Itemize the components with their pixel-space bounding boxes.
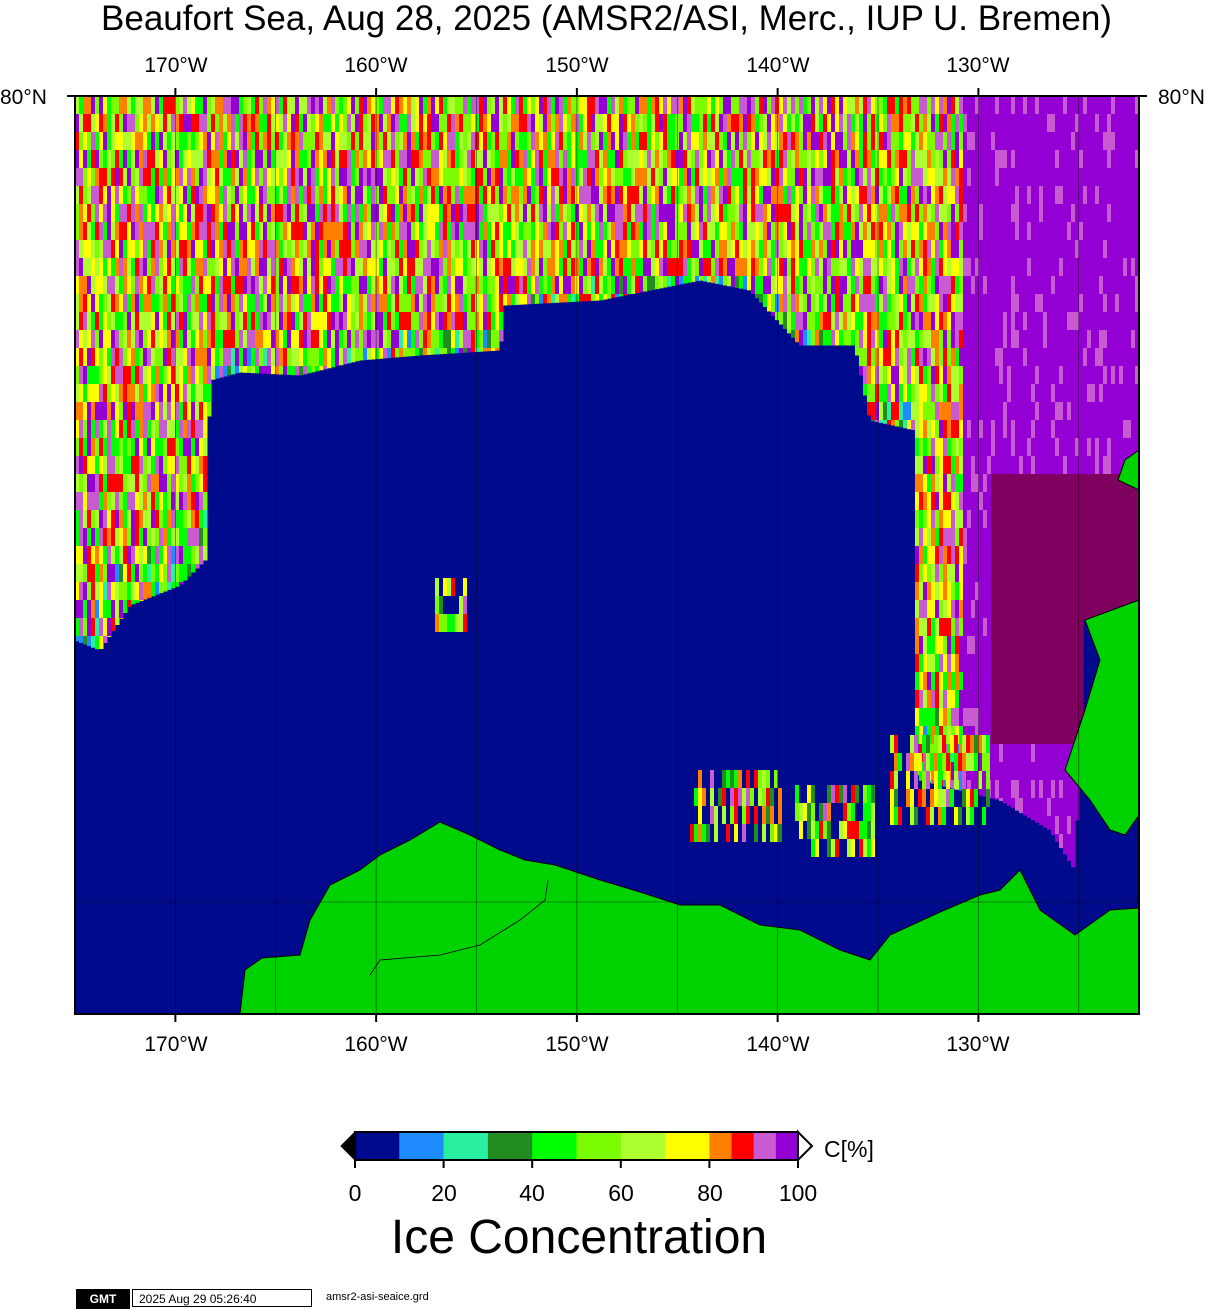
colorbar-tick-60: 60 (608, 1180, 634, 1206)
colorbar-bin-4 (532, 1132, 577, 1160)
colorbar-bin-3 (487, 1132, 533, 1160)
colorbar-below-triangle (340, 1130, 356, 1162)
lat-label-right-80n: 80°N (1158, 86, 1205, 109)
ice-concentration-grid (75, 96, 1140, 1014)
lon-label-top-150w: 150°W (545, 54, 609, 77)
colorbar-bin-2 (443, 1132, 489, 1160)
colorbar (340, 1129, 814, 1168)
lon-label-top-160w: 160°W (344, 54, 408, 77)
colorbar-bin-9 (731, 1132, 755, 1160)
colorbar-tick-100: 100 (778, 1180, 818, 1206)
colorbar-bin-6 (620, 1132, 666, 1160)
land-alaska-coast (239, 821, 1140, 1015)
land-banks-island (1064, 599, 1140, 836)
graticule (67, 88, 1147, 1022)
gmt-logo: GMT (76, 1289, 130, 1309)
colorbar-bin-8 (709, 1132, 733, 1160)
colorbar-tick-80: 80 (697, 1180, 723, 1206)
map-frame (74, 95, 1140, 1015)
lon-label-top-130w: 130°W (946, 54, 1010, 77)
colorbar-title: Ice Concentration (390, 1211, 768, 1264)
lat-label-left-80n: 80°N (0, 86, 47, 109)
lon-label-bottom-140w: 140°W (746, 1033, 810, 1056)
lon-label-top-170w: 170°W (144, 54, 208, 77)
colorbar-bin-0 (355, 1132, 400, 1160)
colorbar-unit: C[%] (824, 1136, 874, 1162)
colorbar-tick-20: 20 (431, 1180, 457, 1206)
colorbar-tick-0: 0 (348, 1180, 362, 1206)
colorbar-bin-1 (399, 1132, 445, 1160)
land-layer (239, 449, 1140, 1015)
lon-label-bottom-160w: 160°W (344, 1033, 408, 1056)
lon-label-bottom-150w: 150°W (545, 1033, 609, 1056)
lon-label-bottom-130w: 130°W (946, 1033, 1010, 1056)
gmt-timestamp: 2025 Aug 29 05:26:40 (132, 1289, 312, 1307)
map-title: Beaufort Sea, Aug 28, 2025 (AMSR2/ASI, M… (101, 0, 1112, 38)
colorbar-bin-11 (775, 1132, 799, 1160)
colorbar-bin-5 (576, 1132, 622, 1160)
lon-label-top-140w: 140°W (746, 54, 810, 77)
land-boundary (369, 879, 549, 976)
colorbar-tick-40: 40 (519, 1180, 545, 1206)
colorbar-bin-10 (753, 1132, 777, 1160)
colorbar-above-triangle (797, 1129, 814, 1163)
lon-label-bottom-170w: 170°W (144, 1033, 208, 1056)
colorbar-bin-7 (665, 1132, 710, 1160)
grid-filename: amsr2-asi-seaice.grd (326, 1291, 429, 1303)
